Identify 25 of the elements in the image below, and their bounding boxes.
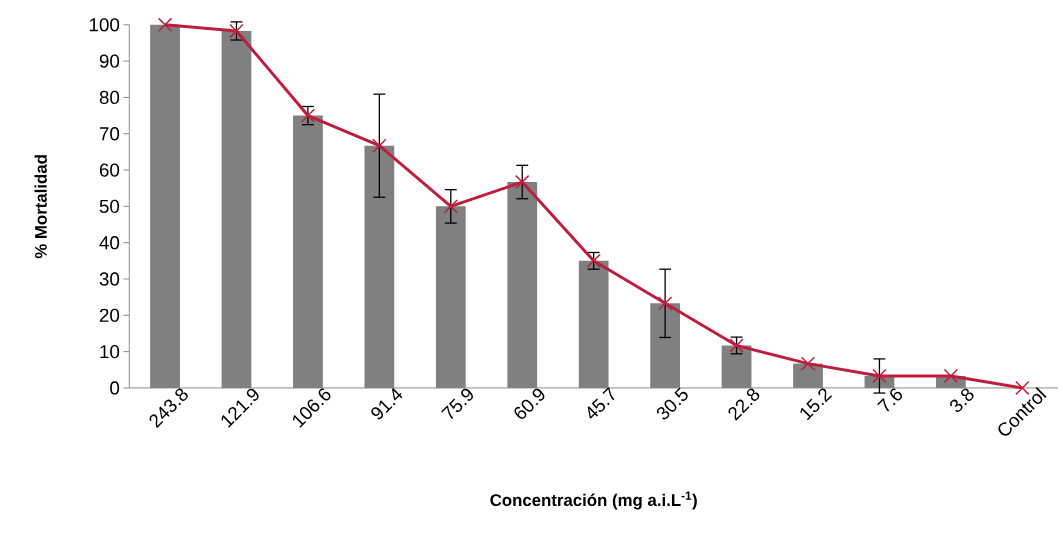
- point: [872, 369, 887, 384]
- point: [658, 296, 673, 311]
- y-tick-label: 80: [99, 90, 120, 105]
- point: [443, 199, 458, 214]
- y-tick-label: 60: [99, 163, 120, 177]
- x-tick-label: 75.9: [441, 388, 473, 420]
- x-tick-label: 7.6: [877, 388, 903, 412]
- y-tick-label: 90: [99, 54, 120, 68]
- point: [372, 138, 387, 153]
- y-tick-label: 70: [99, 127, 120, 141]
- y-tick-label: 50: [99, 199, 120, 214]
- point: [801, 356, 815, 371]
- y-tick-label: 0: [110, 381, 120, 395]
- y-tick-label: 40: [99, 236, 120, 250]
- x-tick-label: 60.9: [514, 388, 545, 420]
- y-tick-label: 10: [100, 345, 120, 359]
- point: [943, 369, 958, 384]
- x-axis-title: Concentración (mg a.i.L$^{-1}$): [490, 491, 697, 510]
- y-tick-label: 100: [89, 18, 120, 32]
- y-tick-label: 20: [99, 308, 120, 323]
- y-tick-label: 30: [99, 272, 120, 286]
- point: [515, 175, 530, 190]
- x-tick-label: 3.8: [950, 388, 974, 413]
- y-axis-title: % Mortalidad: [34, 155, 47, 259]
- point: [158, 17, 172, 32]
